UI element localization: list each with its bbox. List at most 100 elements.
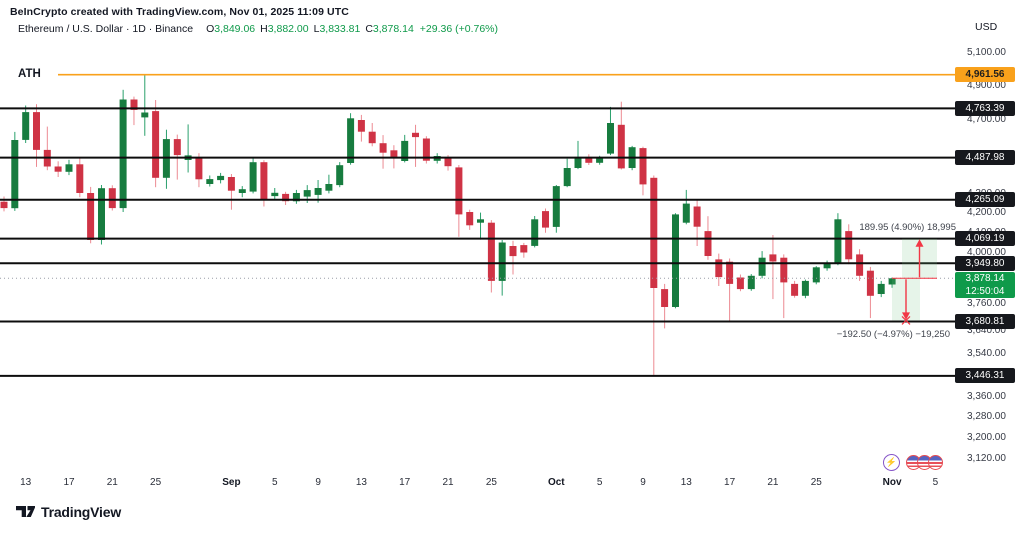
down-arrowhead-icon	[902, 312, 910, 320]
candle-body	[791, 283, 799, 296]
price-range-down-label: −192.50 (−4.97%) −19,250	[836, 329, 950, 340]
reaction-badge-icon[interactable]	[928, 455, 943, 470]
price-level-badge: 3,949.80	[955, 255, 1015, 271]
candle-body	[823, 263, 831, 269]
candle-body	[206, 179, 214, 184]
candle-body	[650, 177, 658, 288]
ath-label: ATH	[18, 67, 41, 80]
time-tick-label: 21	[106, 477, 118, 488]
time-tick-label: 25	[150, 477, 162, 488]
candle-body	[574, 156, 582, 168]
candle-body	[152, 111, 160, 178]
price-tick-label: 3,280.00	[967, 411, 1006, 423]
price-level-badge: 3,680.81	[955, 314, 1015, 329]
candle-body	[282, 193, 290, 202]
time-tick-label: Oct	[547, 477, 565, 488]
candle-body	[22, 112, 30, 140]
candle-body	[65, 164, 73, 172]
price-tick-label: 3,120.00	[967, 452, 1006, 464]
candle-body	[325, 184, 333, 191]
candle-body	[877, 283, 885, 294]
candle-body	[661, 289, 669, 307]
candle-body	[33, 112, 40, 150]
candle-body	[812, 267, 820, 283]
candle-body	[11, 140, 19, 209]
low-value: 3,833.81	[319, 23, 361, 35]
candle-body	[509, 246, 517, 257]
last-price-badge: 3,878.14 12:50:04	[955, 271, 1015, 298]
candle-body	[639, 148, 647, 185]
price-tick-label: 5,100.00	[967, 46, 1006, 58]
candle-body	[455, 167, 463, 215]
price-tick-label: 3,200.00	[967, 431, 1006, 443]
change-value: +29.36 (+0.76%)	[419, 23, 499, 35]
candle-body	[390, 150, 398, 157]
down-x-mark-icon	[901, 315, 911, 325]
price-level-badge: 3,446.31	[955, 368, 1015, 384]
time-tick-label: 21	[767, 477, 779, 488]
price-tick-label: 4,900.00	[967, 79, 1006, 91]
candle-body	[758, 257, 766, 276]
candle-body	[531, 219, 539, 246]
time-tick-label: 13	[20, 477, 32, 488]
time-tick-label: 25	[485, 477, 497, 488]
candle-body	[585, 156, 593, 163]
price-level-badge: 4,265.09	[955, 192, 1015, 208]
ath-price-badge: 4,961.56	[955, 67, 1015, 83]
candle-body	[401, 140, 409, 161]
currency-label: USD	[975, 21, 998, 33]
candle-body	[98, 188, 105, 240]
candle-body	[487, 222, 495, 281]
price-tick-label: 3,540.00	[967, 348, 1006, 360]
candle-body	[520, 245, 528, 253]
candle-body	[617, 124, 625, 169]
candle-body	[563, 168, 571, 187]
candle-body	[607, 123, 614, 154]
candle-body	[444, 158, 452, 167]
candle-body	[780, 257, 788, 283]
candle-body	[54, 166, 62, 172]
candle-body	[845, 231, 853, 260]
price-tick-label: 3,360.00	[967, 391, 1006, 403]
candle-body	[217, 175, 225, 181]
candle-body	[314, 188, 322, 195]
high-label: H	[260, 23, 268, 35]
candle-body	[379, 143, 387, 153]
time-tick-label: 13	[355, 477, 367, 488]
time-tick-label: 17	[399, 477, 411, 488]
low-label: L	[313, 23, 320, 35]
candle-body	[596, 157, 604, 163]
candle-body	[76, 164, 84, 193]
candle-body	[368, 131, 376, 144]
close-label: C	[365, 23, 373, 35]
reaction-badges[interactable]	[906, 455, 943, 470]
candle-body	[542, 211, 549, 228]
price-level-badge: 4,069.19	[955, 231, 1015, 247]
candle-body	[227, 177, 235, 191]
candle-body	[347, 118, 355, 163]
candle-body	[108, 188, 116, 209]
candle-body	[834, 219, 842, 264]
tradingview-logo[interactable]: TradingView	[16, 503, 121, 520]
up-arrowhead-icon	[915, 239, 924, 247]
candle-body	[801, 280, 809, 296]
price-tick-label: 3,640.00	[967, 325, 1006, 337]
boost-reaction-icon[interactable]: ⚡	[883, 454, 900, 471]
candle-body	[249, 162, 257, 192]
price-tick-label: 4,700.00	[967, 114, 1006, 125]
candle-body	[119, 99, 127, 209]
candle-body	[866, 270, 874, 296]
candle-body	[141, 112, 149, 118]
candle-body	[260, 162, 268, 200]
candle-body	[715, 259, 723, 278]
time-tick-label: Nov	[882, 477, 902, 488]
candle-body	[747, 275, 755, 290]
candle-body	[477, 219, 484, 223]
candle-body	[769, 254, 777, 262]
time-tick-label: 25	[810, 477, 822, 488]
price-level-badge: 4,763.39	[955, 100, 1015, 116]
candle-body	[704, 231, 712, 256]
time-tick-label: 5	[596, 477, 603, 488]
